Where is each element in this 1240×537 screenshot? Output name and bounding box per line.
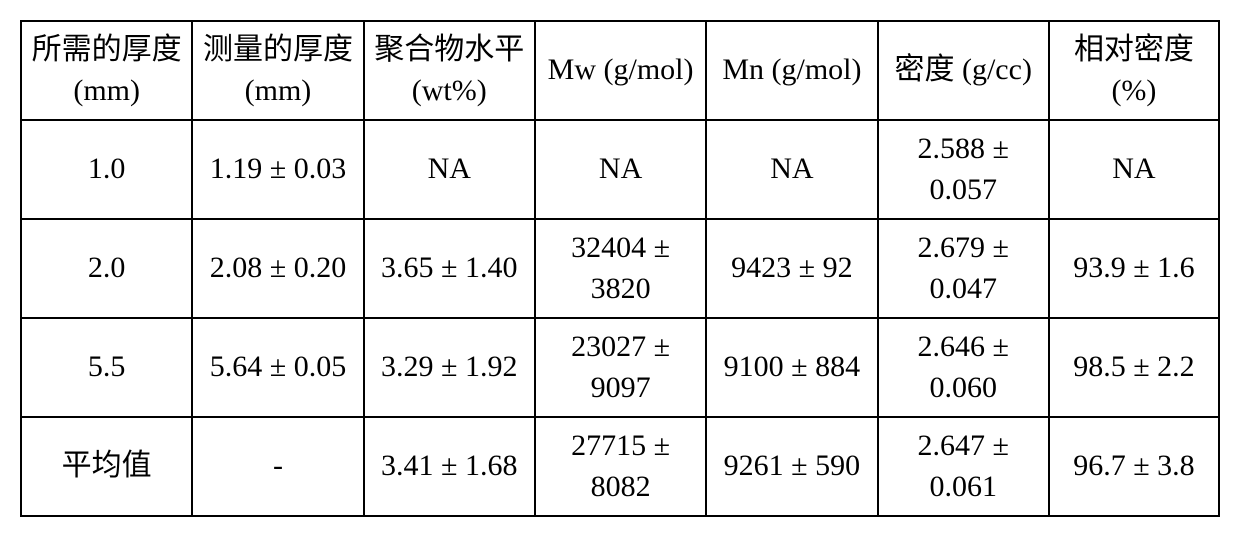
table-row: 1.0 1.19 ± 0.03 NA NA NA 2.588 ± 0.057 N… xyxy=(21,120,1219,219)
table-cell: 23027 ± 9097 xyxy=(535,318,706,417)
table-cell: 2.588 ± 0.057 xyxy=(878,120,1049,219)
table-cell: 1.19 ± 0.03 xyxy=(192,120,363,219)
table-cell: 9423 ± 92 xyxy=(706,219,877,318)
table-cell: 3.41 ± 1.68 xyxy=(364,417,535,516)
column-header: Mw (g/mol) xyxy=(535,21,706,120)
column-header: 聚合物水平(wt%) xyxy=(364,21,535,120)
table-cell: 27715 ± 8082 xyxy=(535,417,706,516)
table-cell: 2.0 xyxy=(21,219,192,318)
column-header: 测量的厚度(mm) xyxy=(192,21,363,120)
table-cell: 5.5 xyxy=(21,318,192,417)
table-row: 平均值 - 3.41 ± 1.68 27715 ± 8082 9261 ± 59… xyxy=(21,417,1219,516)
column-header: 密度 (g/cc) xyxy=(878,21,1049,120)
column-header: 相对密度(%) xyxy=(1049,21,1219,120)
column-header: Mn (g/mol) xyxy=(706,21,877,120)
table-cell: NA xyxy=(535,120,706,219)
table-cell: NA xyxy=(706,120,877,219)
table-cell: 2.679 ± 0.047 xyxy=(878,219,1049,318)
table-cell: 98.5 ± 2.2 xyxy=(1049,318,1219,417)
data-table: 所需的厚度(mm) 测量的厚度(mm) 聚合物水平(wt%) Mw (g/mol… xyxy=(20,20,1220,517)
table-cell: 93.9 ± 1.6 xyxy=(1049,219,1219,318)
table-cell: 3.29 ± 1.92 xyxy=(364,318,535,417)
table-cell: 2.646 ± 0.060 xyxy=(878,318,1049,417)
table-cell: 1.0 xyxy=(21,120,192,219)
table-cell: NA xyxy=(1049,120,1219,219)
table-cell: 3.65 ± 1.40 xyxy=(364,219,535,318)
table-cell: 9100 ± 884 xyxy=(706,318,877,417)
column-header: 所需的厚度(mm) xyxy=(21,21,192,120)
table-cell: 5.64 ± 0.05 xyxy=(192,318,363,417)
table-cell: 2.647 ± 0.061 xyxy=(878,417,1049,516)
table-cell: 2.08 ± 0.20 xyxy=(192,219,363,318)
table-header-row: 所需的厚度(mm) 测量的厚度(mm) 聚合物水平(wt%) Mw (g/mol… xyxy=(21,21,1219,120)
table-cell: NA xyxy=(364,120,535,219)
table-cell: 平均值 xyxy=(21,417,192,516)
table-cell: 32404 ± 3820 xyxy=(535,219,706,318)
table-row: 5.5 5.64 ± 0.05 3.29 ± 1.92 23027 ± 9097… xyxy=(21,318,1219,417)
table-row: 2.0 2.08 ± 0.20 3.65 ± 1.40 32404 ± 3820… xyxy=(21,219,1219,318)
table-cell: 96.7 ± 3.8 xyxy=(1049,417,1219,516)
table-cell: - xyxy=(192,417,363,516)
table-cell: 9261 ± 590 xyxy=(706,417,877,516)
